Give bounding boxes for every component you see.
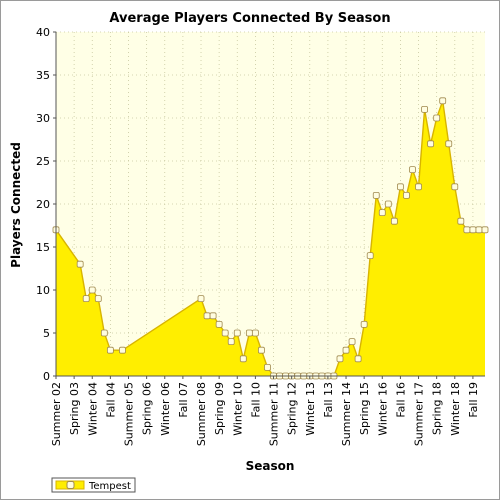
y-tick-label: 30: [36, 112, 50, 125]
data-point-51: [457, 217, 465, 225]
y-tick-label: 35: [36, 69, 50, 82]
x-tick-label: Fall 10: [249, 382, 262, 418]
data-point-53: [469, 226, 477, 234]
x-tick-label: Fall 16: [394, 382, 407, 418]
x-tick-label: Summer 05: [123, 382, 136, 446]
x-tick-label: Summer 17: [413, 382, 426, 446]
data-point-2: [82, 295, 90, 303]
y-tick-label: 5: [43, 327, 50, 340]
data-point-9: [203, 312, 211, 320]
data-point-44: [415, 183, 422, 191]
x-tick-label: Summer 14: [340, 382, 353, 446]
data-point-52: [463, 226, 471, 234]
data-point-15: [239, 355, 247, 363]
data-point-19: [264, 363, 271, 371]
legend-label-tempest: Tempest: [88, 481, 131, 492]
x-tick-label: Spring 12: [286, 382, 299, 435]
y-tick-label: 25: [36, 155, 50, 168]
y-tick-label: 15: [36, 241, 50, 254]
data-point-47: [433, 114, 441, 122]
x-tick-label: Fall 19: [467, 382, 480, 418]
x-tick-label: Winter 18: [449, 382, 462, 436]
y-tick-label: 20: [36, 198, 50, 211]
x-tick-label: Fall 04: [104, 382, 117, 418]
x-tick-label: Summer 02: [50, 382, 63, 446]
x-tick-label: Winter 04: [86, 382, 99, 436]
data-point-3: [88, 286, 96, 294]
data-point-34: [354, 355, 362, 363]
x-axis-label: Season: [246, 459, 295, 473]
data-point-10: [209, 312, 217, 320]
x-tick-label: Winter 10: [231, 382, 244, 436]
data-point-17: [251, 329, 259, 337]
data-point-36: [366, 252, 374, 260]
chart-title: Average Players Connected By Season: [109, 11, 390, 26]
x-tick-label: Spring 06: [141, 382, 154, 435]
data-point-39: [384, 200, 392, 208]
x-tick-label: Fall 13: [322, 382, 335, 418]
data-point-18: [258, 346, 265, 354]
x-tick-label: Winter 06: [159, 382, 172, 436]
data-point-12: [221, 329, 229, 337]
data-point-13: [227, 338, 235, 346]
data-point-4: [94, 295, 102, 303]
data-point-45: [421, 106, 428, 113]
data-point-38: [378, 209, 386, 217]
x-axis-ticks: Summer 02 Spring 03 Winter 04 Fall 04 Summer…: [50, 376, 480, 446]
data-point-40: [390, 217, 398, 225]
data-point-48: [439, 97, 447, 105]
y-tick-label: 10: [36, 284, 50, 297]
series-area-tempest: [56, 100, 485, 377]
y-tick-label: 0: [43, 370, 50, 383]
data-point-1: [76, 260, 84, 268]
data-point-33: [348, 338, 356, 346]
x-tick-label: Spring 18: [431, 382, 444, 435]
y-axis-ticks: 0 5 10 15 20 25 30 35 40: [36, 26, 56, 383]
x-tick-label: Summer 08: [195, 382, 208, 446]
data-point-35: [360, 320, 368, 328]
x-tick-label: Winter 13: [304, 382, 317, 436]
data-point-6: [106, 346, 114, 354]
data-point-46: [427, 140, 435, 148]
data-point-7: [119, 346, 126, 354]
data-point-41: [397, 183, 404, 191]
series-markers: [52, 97, 489, 380]
data-point-54: [475, 226, 483, 234]
legend-marker: [66, 481, 75, 489]
data-point-50: [451, 183, 459, 191]
data-point-55: [481, 226, 489, 234]
x-tick-label: Winter 16: [376, 382, 389, 436]
y-tick-label: 40: [36, 26, 50, 39]
x-tick-label: Summer 11: [268, 382, 281, 446]
data-point-49: [445, 140, 453, 148]
data-point-43: [409, 166, 416, 174]
legend: Tempest: [51, 477, 136, 493]
data-point-42: [403, 191, 410, 199]
x-tick-label: Spring 03: [68, 382, 81, 435]
data-point-16: [245, 329, 253, 337]
data-point-11: [215, 320, 223, 328]
y-axis-label: Players Connected: [9, 142, 23, 268]
data-point-5: [100, 329, 108, 337]
data-point-8: [197, 295, 205, 303]
x-tick-label: Spring 15: [358, 382, 371, 435]
data-point-14: [233, 329, 241, 337]
data-point-32: [342, 346, 350, 354]
data-point-31: [336, 355, 344, 363]
data-point-37: [372, 191, 380, 199]
x-tick-label: Fall 07: [177, 382, 190, 418]
x-tick-label: Spring 09: [213, 382, 226, 435]
